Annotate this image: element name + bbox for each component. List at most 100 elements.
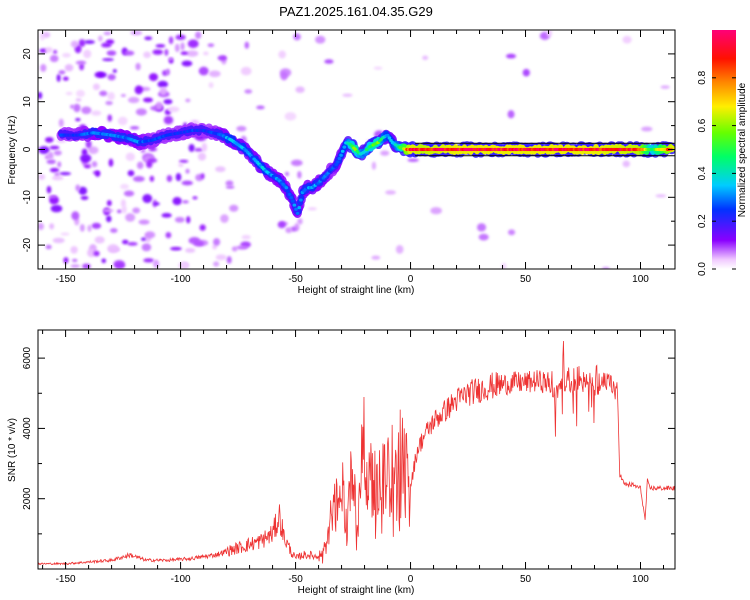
noise-blob — [371, 255, 381, 260]
noise-blob — [199, 224, 206, 231]
noise-blob — [93, 250, 100, 257]
ridge-core — [334, 162, 339, 167]
noise-blob — [307, 207, 317, 211]
noise-blob — [174, 43, 180, 53]
ridge-core — [340, 149, 345, 153]
noise-blob — [94, 236, 105, 244]
noise-blob — [181, 60, 193, 67]
noise-blob — [75, 60, 87, 65]
noise-blob — [655, 194, 667, 198]
noise-blob — [106, 200, 112, 207]
noise-blob — [226, 256, 232, 264]
noise-blob — [120, 199, 126, 208]
noise-blob — [38, 222, 44, 231]
noise-blob — [49, 167, 60, 173]
noise-blob — [70, 246, 78, 254]
noise-blob — [108, 158, 114, 167]
noise-blob — [236, 245, 248, 250]
noise-blob — [65, 91, 73, 96]
noise-blob — [92, 83, 100, 91]
noise-blob — [99, 90, 108, 97]
noise-blob — [57, 161, 62, 168]
noise-blob — [193, 240, 204, 247]
ridge-core — [289, 196, 293, 200]
x-tick-label: 0 — [408, 574, 414, 585]
y-tick-label: 6000 — [22, 347, 33, 370]
noise-blob — [601, 266, 610, 269]
noise-blob — [49, 145, 60, 150]
noise-blob — [132, 175, 145, 182]
noise-blob — [75, 117, 81, 122]
noise-blob — [284, 112, 297, 121]
ridge-core — [291, 199, 295, 203]
noise-blob — [169, 246, 182, 251]
noise-blob — [81, 148, 88, 156]
noise-blob — [134, 85, 143, 95]
noise-blob — [98, 35, 103, 42]
noise-blob — [105, 100, 113, 106]
ridge-core — [297, 205, 302, 210]
noise-blob — [164, 48, 169, 56]
noise-blob — [136, 161, 144, 170]
noise-blob — [236, 125, 247, 132]
noise-blob — [78, 39, 86, 47]
colorbar: 0.0 0.2 0.4 0.6 0.8 Normalized spectral ampl… — [697, 30, 748, 276]
noise-blob — [48, 195, 57, 199]
x-tick-label: -100 — [171, 574, 191, 585]
noise-blob — [50, 204, 63, 213]
noise-blob — [52, 49, 58, 55]
snr-line — [38, 341, 675, 566]
noise-blob — [278, 50, 286, 59]
noise-blob — [84, 40, 95, 44]
noise-blob — [102, 208, 114, 213]
noise-blob — [180, 51, 189, 56]
noise-blob — [186, 216, 191, 224]
noise-blob — [163, 115, 174, 125]
noise-blob — [256, 105, 265, 110]
spectrogram-xlabel: Height of straight line (km) — [298, 285, 415, 296]
noise-blob — [244, 89, 253, 94]
noise-blob — [198, 66, 209, 76]
noise-blob — [123, 50, 135, 56]
noise-blob — [208, 70, 221, 78]
noise-blob — [70, 40, 79, 48]
noise-blob — [225, 185, 235, 189]
noise-blob — [185, 98, 191, 103]
noise-blob — [127, 170, 135, 177]
noise-blob — [129, 126, 140, 130]
noise-blob — [80, 195, 89, 201]
noise-blob — [72, 258, 78, 263]
noise-blob — [373, 66, 383, 70]
snr-ylabel: SNR (10 * v/v) — [7, 418, 18, 482]
noise-blob — [105, 39, 115, 45]
noise-blob — [217, 55, 227, 61]
noise-blob — [293, 33, 301, 41]
y-tick-label: 10 — [22, 96, 33, 108]
noise-blob — [53, 150, 62, 156]
noise-blob — [208, 82, 214, 89]
noise-blob — [75, 98, 82, 102]
ridge-core — [295, 211, 300, 216]
noise-blob — [120, 93, 126, 97]
noise-blob — [78, 186, 88, 196]
snr-panel: -150 -100 -50 0 50 100 2000 4000 6000 Height of … — [7, 329, 676, 596]
noise-blob — [138, 219, 150, 225]
y-tick-label: 4000 — [22, 417, 33, 440]
noise-blob — [315, 35, 326, 44]
noise-blob — [122, 239, 129, 245]
noise-blob — [371, 161, 377, 170]
noise-blob — [185, 168, 190, 174]
noise-blob — [324, 59, 334, 64]
noise-blob — [58, 70, 66, 75]
noise-blob — [380, 150, 390, 156]
noise-blob — [215, 254, 227, 261]
noise-blob — [60, 232, 70, 236]
noise-blob — [125, 213, 136, 222]
noise-blob — [143, 51, 151, 59]
noise-blob — [180, 42, 185, 51]
noise-blob — [231, 246, 238, 252]
noise-blob — [220, 214, 229, 223]
colorbar-ticks: 0.0 0.2 0.4 0.6 0.8 — [697, 70, 736, 276]
noise-blob — [87, 248, 96, 258]
